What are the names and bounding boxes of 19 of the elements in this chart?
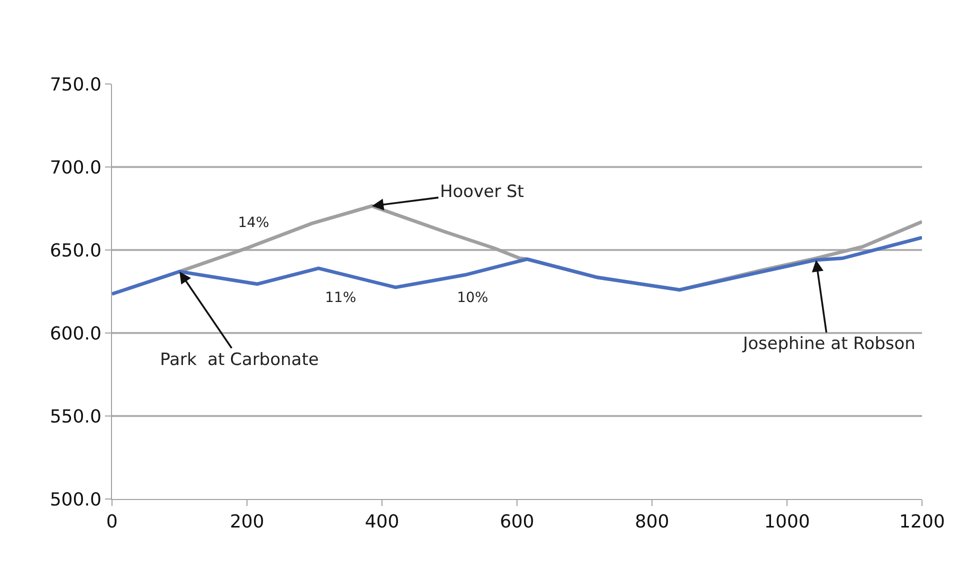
x-tick-label: 200 <box>230 512 264 533</box>
annotation: Josephine at Robson <box>742 334 916 354</box>
x-tick-label: 600 <box>500 512 534 533</box>
annotation: 11% <box>325 290 356 306</box>
annotation: 14% <box>238 215 270 231</box>
x-tick-label: 800 <box>634 512 670 533</box>
annotation: Hoover St <box>440 182 524 202</box>
y-tick-label: 600.0 <box>50 323 102 344</box>
y-tick-label: 750.0 <box>50 74 102 96</box>
annotation: Park at Carbonate <box>160 350 319 370</box>
x-tick-label: 0 <box>106 512 118 533</box>
x-tick-label: 1200 <box>899 512 945 533</box>
x-tick-label: 400 <box>364 512 400 533</box>
y-tick-label: 550.0 <box>50 406 102 428</box>
x-tick-label: 1000 <box>764 512 810 533</box>
y-tick-label: 700.0 <box>50 157 102 178</box>
annotation: 10% <box>457 290 488 306</box>
y-tick-label: 500.0 <box>50 489 102 510</box>
y-tick-label: 650.0 <box>50 240 102 262</box>
